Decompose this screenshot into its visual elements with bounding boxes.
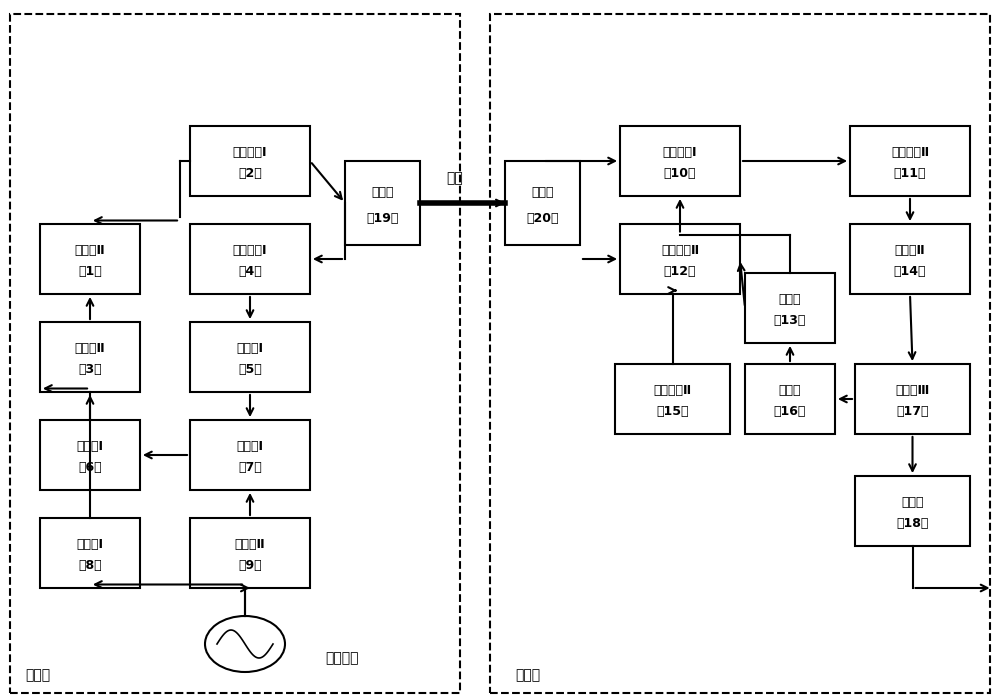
Text: 混频器Ⅰ: 混频器Ⅰ xyxy=(237,440,264,453)
FancyBboxPatch shape xyxy=(40,224,140,294)
FancyBboxPatch shape xyxy=(620,224,740,294)
Text: 分波器: 分波器 xyxy=(531,186,554,200)
FancyBboxPatch shape xyxy=(190,518,310,588)
FancyBboxPatch shape xyxy=(190,322,310,392)
FancyBboxPatch shape xyxy=(40,420,140,490)
Text: 倍频器Ⅱ: 倍频器Ⅱ xyxy=(235,538,265,551)
Text: （18）: （18） xyxy=(896,517,929,530)
FancyBboxPatch shape xyxy=(615,364,730,434)
Text: 放大器Ⅰ: 放大器Ⅰ xyxy=(237,342,264,355)
FancyBboxPatch shape xyxy=(190,420,310,490)
FancyBboxPatch shape xyxy=(850,224,970,294)
Text: 时频标源: 时频标源 xyxy=(325,651,358,665)
Text: （8）: （8） xyxy=(78,559,102,572)
Text: （2）: （2） xyxy=(238,167,262,180)
Text: 混频器Ⅱ: 混频器Ⅱ xyxy=(75,342,105,355)
Text: （7）: （7） xyxy=(238,461,262,474)
FancyBboxPatch shape xyxy=(855,364,970,434)
Text: 电接口: 电接口 xyxy=(901,496,924,509)
Text: 光发模块Ⅰ: 光发模块Ⅰ xyxy=(233,146,267,159)
FancyBboxPatch shape xyxy=(505,161,580,245)
FancyBboxPatch shape xyxy=(190,126,310,196)
Text: 远端站: 远端站 xyxy=(515,668,540,682)
FancyBboxPatch shape xyxy=(620,126,740,196)
Text: （3）: （3） xyxy=(78,363,102,376)
Text: （13）: （13） xyxy=(774,314,806,327)
Text: 滤波器Ⅱ: 滤波器Ⅱ xyxy=(75,244,105,257)
Text: 倍频器Ⅰ: 倍频器Ⅰ xyxy=(76,538,104,551)
Text: 功分器: 功分器 xyxy=(779,293,801,306)
Text: 光调制器Ⅱ: 光调制器Ⅱ xyxy=(661,244,699,257)
Text: （14）: （14） xyxy=(894,265,926,278)
FancyBboxPatch shape xyxy=(855,476,970,546)
Text: （4）: （4） xyxy=(238,265,262,278)
Text: 合波器: 合波器 xyxy=(371,186,394,200)
Text: 放大器Ⅱ: 放大器Ⅱ xyxy=(895,244,925,257)
Text: （5）: （5） xyxy=(238,363,262,376)
Text: 光调制器Ⅰ: 光调制器Ⅰ xyxy=(663,146,697,159)
Text: （12）: （12） xyxy=(664,265,696,278)
FancyBboxPatch shape xyxy=(850,126,970,196)
FancyBboxPatch shape xyxy=(40,518,140,588)
Text: （6）: （6） xyxy=(78,461,102,474)
FancyBboxPatch shape xyxy=(40,322,140,392)
Text: （9）: （9） xyxy=(238,559,262,572)
Text: 光发模块Ⅱ: 光发模块Ⅱ xyxy=(653,384,692,397)
FancyBboxPatch shape xyxy=(190,224,310,294)
Text: （19）: （19） xyxy=(366,211,399,225)
Text: （16）: （16） xyxy=(774,405,806,418)
Text: 光收模块Ⅱ: 光收模块Ⅱ xyxy=(891,146,929,159)
FancyBboxPatch shape xyxy=(745,364,835,434)
FancyBboxPatch shape xyxy=(345,161,420,245)
Text: 光收模块Ⅰ: 光收模块Ⅰ xyxy=(233,244,267,257)
Text: （20）: （20） xyxy=(526,211,559,225)
Text: （10）: （10） xyxy=(664,167,696,180)
Text: 中心站: 中心站 xyxy=(25,668,50,682)
Text: 移相器: 移相器 xyxy=(779,384,801,397)
Text: （11）: （11） xyxy=(894,167,926,180)
Text: （17）: （17） xyxy=(896,405,929,418)
Text: 滤波器Ⅰ: 滤波器Ⅰ xyxy=(76,440,104,453)
Text: 滤波器Ⅲ: 滤波器Ⅲ xyxy=(895,384,930,397)
Text: （1）: （1） xyxy=(78,265,102,278)
Text: （15）: （15） xyxy=(656,405,689,418)
FancyBboxPatch shape xyxy=(745,273,835,343)
Text: 光纤: 光纤 xyxy=(447,172,463,186)
